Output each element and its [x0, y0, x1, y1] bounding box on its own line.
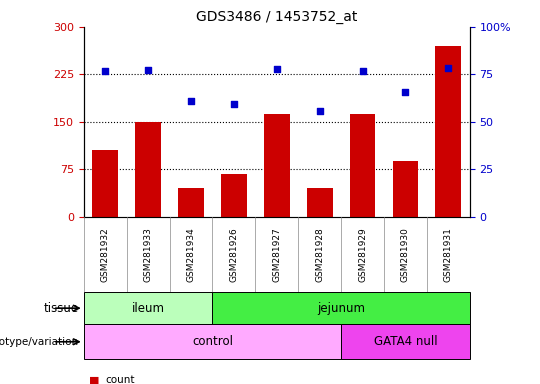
Bar	[307, 189, 333, 217]
Bar	[350, 114, 375, 217]
Bar	[178, 189, 204, 217]
Bar	[264, 114, 289, 217]
Text: count: count	[105, 375, 135, 384]
Bar	[92, 151, 118, 217]
Text: GSM281930: GSM281930	[401, 227, 410, 282]
Bar	[84, 292, 212, 324]
Point	[230, 101, 238, 107]
Point	[401, 88, 410, 94]
Text: ■: ■	[89, 375, 99, 384]
Point	[444, 65, 453, 71]
Text: GSM281934: GSM281934	[186, 227, 195, 282]
Text: GATA4 null: GATA4 null	[374, 335, 437, 348]
Text: GSM281931: GSM281931	[444, 227, 453, 282]
Text: GSM281928: GSM281928	[315, 227, 324, 282]
Point	[144, 67, 152, 73]
Bar	[221, 174, 247, 217]
Text: GSM281927: GSM281927	[272, 227, 281, 282]
Point	[358, 68, 367, 74]
Text: control: control	[192, 335, 233, 348]
Text: tissue: tissue	[43, 302, 78, 314]
Title: GDS3486 / 1453752_at: GDS3486 / 1453752_at	[196, 10, 357, 25]
Bar	[435, 46, 461, 217]
Bar	[135, 122, 161, 217]
Text: GSM281926: GSM281926	[230, 227, 238, 282]
Text: GSM281929: GSM281929	[358, 227, 367, 282]
Text: GSM281933: GSM281933	[144, 227, 153, 282]
Text: GSM281932: GSM281932	[100, 227, 110, 282]
Point	[273, 66, 281, 73]
Point	[101, 68, 110, 74]
Bar	[212, 292, 470, 324]
Text: jejunum: jejunum	[317, 302, 365, 314]
Bar	[84, 324, 341, 359]
Bar	[393, 161, 418, 217]
Text: genotype/variation: genotype/variation	[0, 337, 78, 347]
Point	[187, 98, 195, 104]
Bar	[341, 324, 470, 359]
Text: ileum: ileum	[132, 302, 165, 314]
Point	[315, 108, 324, 114]
